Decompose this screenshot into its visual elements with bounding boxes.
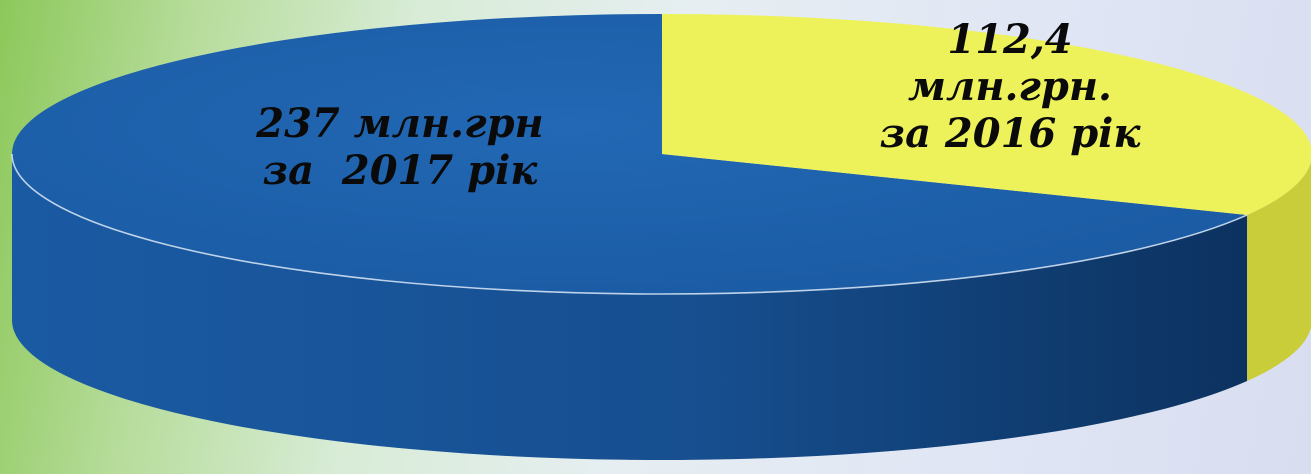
slice-2016-side: [1247, 161, 1311, 381]
slice-label-2017-line1: 237 млн.грн: [256, 100, 544, 147]
slice-label-2016-line2: млн.грн.: [908, 63, 1112, 111]
slice-label-2017-line2: за 2017 рік: [262, 147, 538, 195]
slice-2017-side: [12, 154, 1248, 460]
slice-label-2016-line3: за 2016 рік: [879, 110, 1141, 158]
slice-label-2017: 237 млн.грн за 2017 рік: [200, 100, 600, 194]
pie-rim-highlight: [11, 153, 1248, 295]
slice-2017-top: [11, 14, 1248, 294]
slice-label-2016-line1: 112,4: [947, 16, 1073, 63]
pie-side-layer: [12, 154, 1311, 460]
pie-top-layer: [11, 14, 1311, 295]
slice-2016-top: [662, 14, 1311, 215]
slice-label-2016: 112,4 млн.грн. за 2016 рік: [830, 16, 1190, 158]
